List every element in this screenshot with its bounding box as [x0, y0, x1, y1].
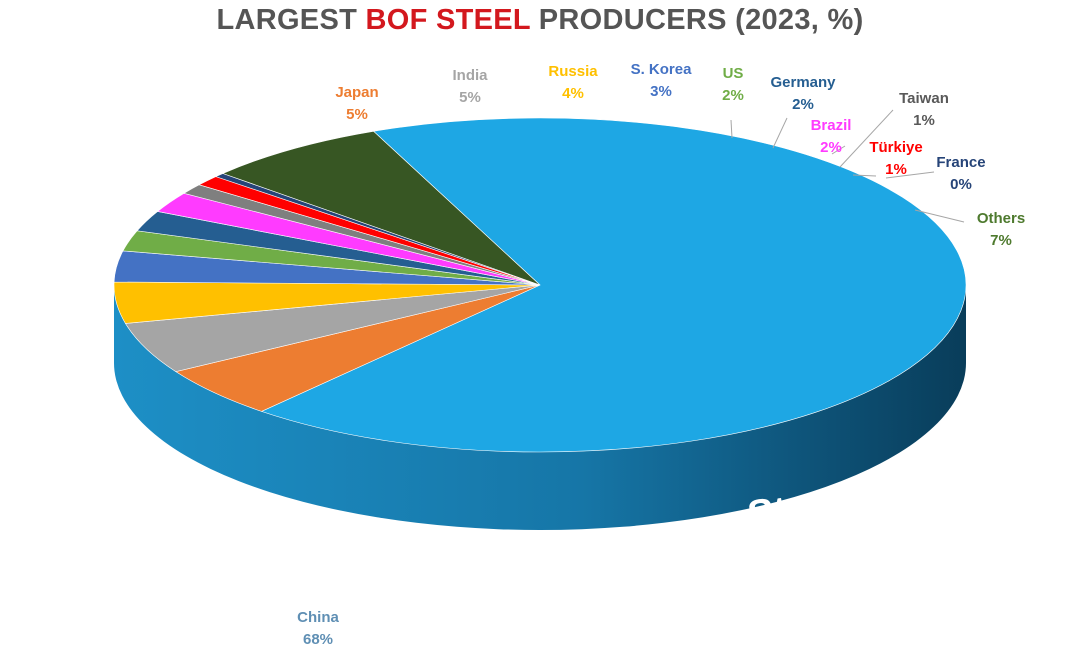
label-name-t-rkiye: Türkiye [869, 139, 922, 156]
label-name-others: Others [977, 210, 1025, 227]
label-name-us: US [723, 65, 744, 82]
label-name-france: France [936, 154, 985, 171]
label-value-us: 2% [722, 87, 744, 104]
label-name-japan: Japan [335, 84, 378, 101]
label-value-france: 0% [950, 176, 972, 193]
label-name-s-korea: S. Korea [631, 61, 693, 78]
pie-top [113, 117, 967, 453]
leader-france [885, 171, 935, 179]
leader-others [914, 209, 965, 223]
slice-side-china [114, 285, 966, 530]
label-value-t-rkiye: 1% [885, 161, 907, 178]
leader-taiwan [839, 109, 894, 168]
label-value-others: 7% [990, 232, 1012, 249]
slice-china [260, 117, 967, 453]
label-value-russia: 4% [562, 85, 584, 102]
label-name-india: India [452, 67, 488, 84]
label-value-taiwan: 1% [913, 112, 935, 129]
leader-germany [772, 117, 788, 149]
label-name-germany: Germany [770, 74, 836, 91]
pie-side-wall [114, 285, 966, 530]
label-value-china: 68% [303, 631, 333, 648]
leader-brazil [831, 145, 846, 155]
title-prefix: LARGEST [216, 4, 358, 36]
title-highlight: BOF STEEL [365, 4, 531, 36]
title-suffix: PRODUCERS (2023, %) [538, 4, 864, 36]
chart-title: LARGEST BOF STEEL PRODUCERS (2023, %) [0, 4, 1080, 37]
label-value-india: 5% [459, 89, 481, 106]
label-value-germany: 2% [792, 96, 814, 113]
leader-t-rkiye [852, 174, 877, 177]
leader-us [730, 119, 733, 139]
label-leader-lines [730, 109, 965, 223]
slice-labels: China 68% Japan 5% India 5% Russia 4% S. Korea 3%… [297, 61, 1025, 648]
label-name-china: China [297, 609, 339, 626]
label-name-taiwan: Taiwan [899, 90, 949, 107]
label-value-brazil: 2% [820, 139, 842, 156]
label-name-russia: Russia [548, 63, 598, 80]
slice-others [222, 130, 541, 286]
label-value-s-korea: 3% [650, 83, 672, 100]
label-name-brazil: Brazil [811, 117, 852, 134]
label-value-japan: 5% [346, 106, 368, 123]
